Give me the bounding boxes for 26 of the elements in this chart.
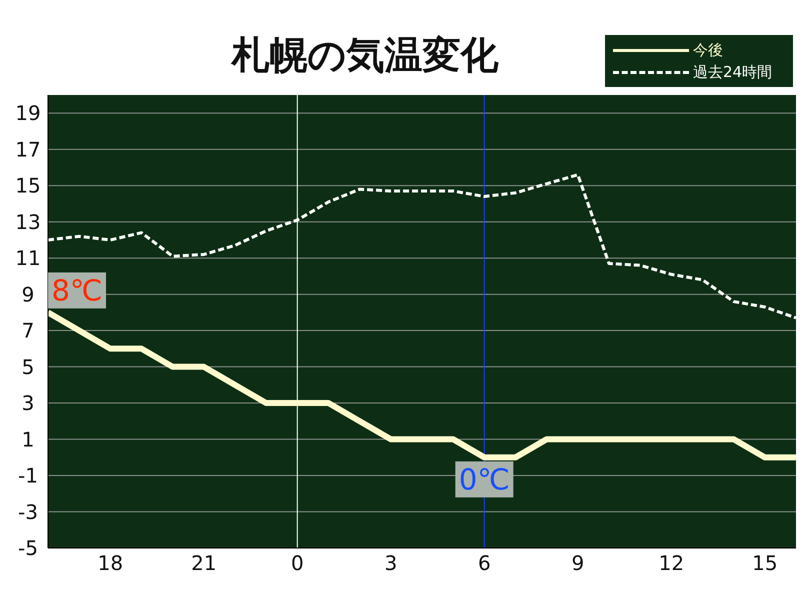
annotation: 8℃ [51, 273, 103, 308]
y-tick-label: 9 [22, 282, 34, 306]
x-tick-label: 9 [571, 551, 584, 576]
x-tick-label: 15 [752, 551, 778, 576]
y-tick-label: 5 [22, 354, 34, 379]
text: 過去24時間 [693, 62, 772, 82]
y-tick-label: 19 [15, 101, 41, 126]
y-tick-label: 1 [22, 427, 34, 452]
x-tick-label: 18 [98, 551, 124, 576]
y-tick-label: 3 [22, 391, 34, 416]
annotation: 0℃ [458, 462, 510, 496]
y-tick-label: -5 [18, 536, 38, 560]
text: 今後 [693, 40, 723, 60]
y-tick-label: 11 [15, 246, 41, 270]
y-tick-label: 7 [22, 318, 34, 343]
y-tick-label: -3 [18, 500, 38, 524]
y-tick-label: -1 [18, 464, 38, 488]
y-tick-label: 17 [15, 137, 41, 162]
y-tick-label: 13 [15, 210, 41, 234]
x-tick-label: 0 [290, 551, 304, 576]
x-tick-label: 6 [478, 551, 491, 576]
y-tick-label: 15 [15, 174, 41, 198]
x-tick-label: 3 [384, 551, 398, 576]
x-tick-label: 21 [191, 551, 217, 576]
chart-title: 札幌の気温変化 [230, 32, 500, 79]
x-tick-label: 12 [658, 551, 684, 576]
